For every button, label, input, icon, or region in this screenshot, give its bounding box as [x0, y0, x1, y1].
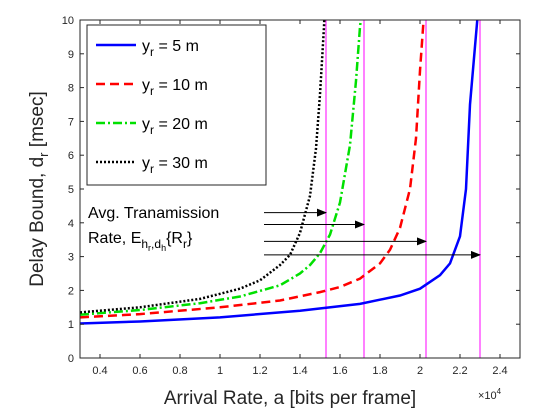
y-tick-label: 0: [68, 353, 74, 365]
legend-label: yr = 5 m: [142, 38, 199, 59]
vertical-lines: [325, 20, 481, 358]
y-tick-label: 7: [68, 116, 74, 128]
legend-box: [86, 24, 267, 186]
legend-items: yr = 5 m yr = 10 m yr = 20 m yr = 30 m: [96, 38, 208, 176]
y-tick-label: 1: [68, 319, 74, 331]
x-tick-label: 1: [217, 365, 223, 377]
x-tick-label: 2.2: [452, 365, 467, 377]
annotation-text: Avg. Tranamission Rate, Ehr,dh{Rr}: [88, 205, 219, 253]
x-tick-label: 1.6: [332, 365, 347, 377]
legend: yr = 5 m yr = 10 m yr = 20 m yr = 30 m: [86, 24, 267, 186]
y-tick-label: 3: [68, 252, 74, 264]
x-tick-label: 0.6: [132, 365, 147, 377]
x-tick-label: 1.4: [292, 365, 307, 377]
y-tick-label: 4: [68, 218, 74, 230]
annotation-line2: Rate, Ehr,dh{Rr}: [88, 230, 193, 253]
y-tick-label: 8: [68, 83, 74, 95]
annotation-arrows: [264, 208, 481, 259]
y-tick-label: 2: [68, 285, 74, 297]
series-line: [80, 20, 326, 314]
x-tick-label: 0.4: [92, 365, 107, 377]
series-line: [80, 20, 479, 325]
x-tick-label: 0.8: [172, 365, 187, 377]
y-axis-label: Delay Bound, dr [msec]: [27, 91, 51, 287]
x-tick-label: 1.8: [372, 365, 387, 377]
x-tick-label: 1.2: [252, 365, 267, 377]
annotation-line1: Avg. Tranamission: [88, 205, 219, 222]
y-axis-ticks: 0 1 2 3 4 5 6 7 8 9 10: [62, 15, 520, 365]
x-tick-label: 2.4: [492, 365, 507, 377]
series-line: [80, 20, 363, 316]
legend-label: yr = 20 m: [142, 116, 208, 137]
y-tick-label: 10: [62, 15, 74, 27]
y-tick-label: 9: [68, 49, 74, 61]
x-axis-ticks: 0.4 0.6 0.8 1 1.2 1.4 1.6 1.8 2 2.2 2.4: [92, 20, 508, 377]
x-exponent: ×104: [478, 387, 502, 402]
y-tick-label: 6: [68, 150, 74, 162]
x-axis-label: Arrival Rate, a [bits per frame]: [164, 388, 416, 409]
legend-label: yr = 10 m: [142, 77, 208, 98]
series-line: [80, 20, 425, 319]
series-layer: [80, 20, 479, 325]
y-tick-label: 5: [68, 184, 74, 196]
legend-label: yr = 30 m: [142, 155, 208, 176]
x-tick-label: 2: [417, 365, 423, 377]
